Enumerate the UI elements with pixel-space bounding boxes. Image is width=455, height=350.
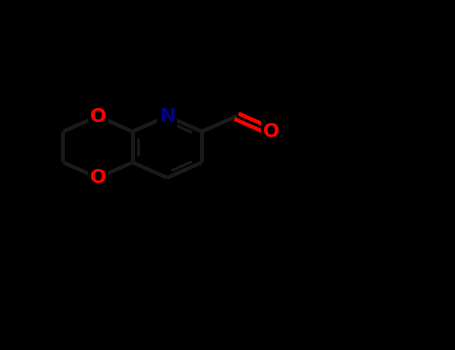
Text: O: O <box>263 122 279 141</box>
Text: O: O <box>90 168 106 187</box>
Text: O: O <box>90 107 106 126</box>
Text: N: N <box>159 107 175 126</box>
